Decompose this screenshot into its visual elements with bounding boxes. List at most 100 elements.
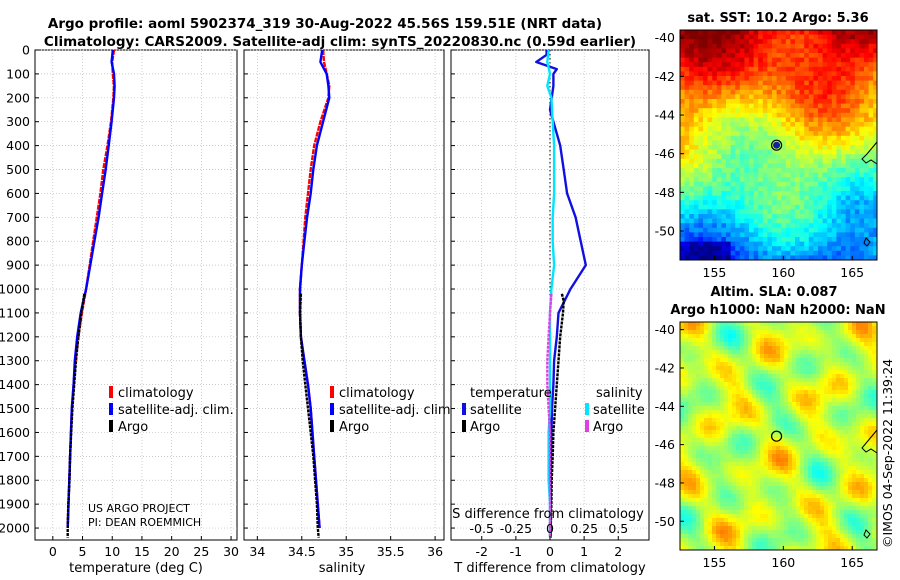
map-cell [739,99,745,105]
map-cell [735,135,741,141]
map-cell [812,326,817,331]
map-cell [856,446,861,451]
map-cell [744,223,750,229]
map-cell [692,370,697,375]
map-cell [696,418,701,423]
map-cell [762,76,768,82]
map-cell [804,30,810,36]
map-cell [860,502,865,507]
map-cell [836,89,842,95]
map-cell [698,80,704,86]
map-cell [698,246,704,252]
map-cell [744,260,749,265]
map-cell [816,414,821,419]
map-cell [744,154,750,160]
map-cell [720,490,725,495]
map-cell [860,466,865,471]
map-cell [841,154,847,160]
map-cell [753,191,759,197]
map-cell [841,122,847,128]
map-cell [730,66,736,72]
map-cell [788,410,793,415]
map-cell [850,85,856,91]
map-cell [785,39,791,45]
map-cell [840,326,845,331]
map-cell [818,209,824,215]
map-cell [828,478,833,483]
map-cell [800,514,805,519]
map-cell [800,342,805,347]
map-cell [730,191,736,197]
map-cell [844,386,849,391]
map-cell [698,108,704,114]
map-cell [848,386,853,391]
map-cell [748,370,753,375]
map-cell [788,466,793,471]
map-cell [864,71,870,77]
map-cell [680,172,686,178]
map-cell [744,71,750,77]
map-cell [845,122,851,128]
map-cell [776,398,781,403]
map-cell [768,462,773,467]
map-cell [772,414,777,419]
map-cell [703,76,709,82]
map-cell [689,181,695,187]
map-cell [848,366,853,371]
map-cell [820,414,825,419]
map-cell [680,454,685,459]
map-cell [703,80,709,86]
map-cell [804,506,809,511]
map-cell [716,204,722,210]
map-cell [744,80,750,86]
map-cell [800,498,805,503]
map-cell [784,490,789,495]
map-cell [764,374,769,379]
map-cell [728,330,733,335]
map-cell [873,204,877,210]
map-cell [680,410,685,415]
map-cell [768,390,773,395]
y-tick-label: 1800 [0,473,30,488]
map-cell [684,43,690,49]
map-cell [748,486,753,491]
map-cell [762,181,768,187]
map-cell [762,241,768,247]
map-cell [790,218,796,224]
map-cell [730,76,736,82]
map-cell [758,145,764,151]
map-cell [720,470,725,475]
s-tick-label: 0 [546,521,554,536]
map-cell [812,390,817,395]
map-cell [816,482,821,487]
map-cell [827,103,833,109]
map-cell [758,218,764,224]
map-cell [692,342,697,347]
map-cell [767,112,773,118]
map-cell [732,514,737,519]
map-cell [818,30,824,36]
x-tick-label: 15 [134,544,150,559]
map-cell [712,154,718,160]
map-cell [841,191,847,197]
map-cell [680,140,686,146]
map-cell [772,80,778,86]
map-cell [760,402,765,407]
map-cell [827,140,833,146]
map-cell [856,338,861,343]
y-tick-label: 1600 [0,425,30,440]
map-cell [716,117,722,123]
map-cell [784,354,789,359]
legend-satellite-swatch [109,403,113,415]
map-cell [776,186,782,192]
map-cell [845,43,851,49]
map-cell [730,145,736,151]
map-cell [684,126,690,132]
map-cell [848,342,853,347]
map-cell [680,502,685,507]
map-cell [808,354,813,359]
map-cell [799,181,805,187]
map-cell [854,66,860,72]
map-cell [850,89,856,95]
map-cell [860,322,865,327]
